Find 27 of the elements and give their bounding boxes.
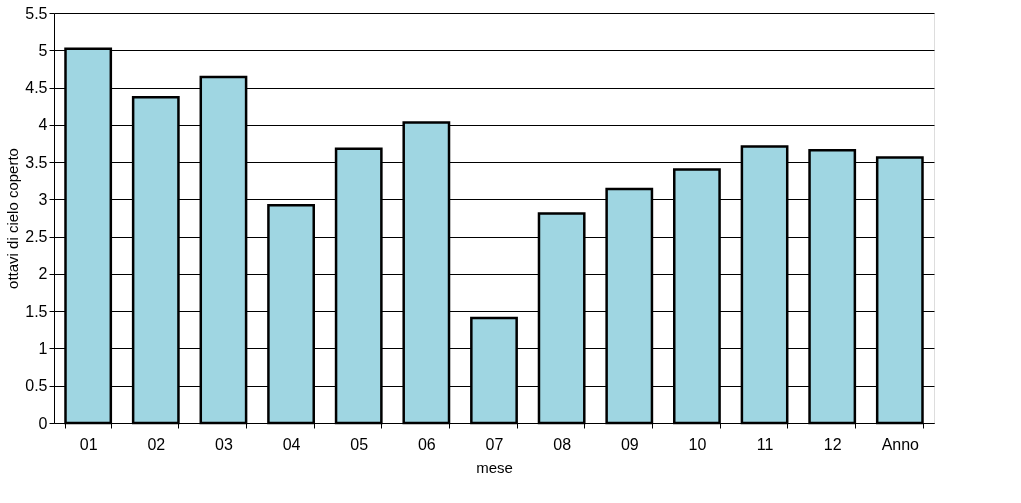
x-tick-label: 04 [282,435,301,453]
x-tick-label: 12 [823,435,842,453]
y-tick-label: 5.5 [25,4,48,22]
x-tick-label: 11 [756,435,774,453]
x-tick-label: 05 [350,435,369,453]
y-tick-label: 5 [38,41,48,59]
x-tick-label: 03 [215,435,233,453]
x-tick-label: Anno [881,435,920,453]
y-tick-label: 1 [38,339,48,357]
y-tick-label: 2 [38,265,48,283]
y-tick-label: 3.5 [25,153,48,171]
y-tick-label: 3 [38,190,48,208]
y-axis-title: ottavi di cielo coperto [4,148,22,289]
x-tick-label: 09 [620,435,639,453]
x-tick-label: 02 [147,435,166,453]
x-tick-label: 10 [688,435,707,453]
y-tick-label: 2.5 [25,228,48,246]
y-tick-label: 1.5 [25,302,48,320]
x-tick-label: 01 [79,435,98,453]
y-tick-label: 4 [38,116,48,134]
y-tick-label: 0 [38,414,48,432]
x-tick-label: 07 [485,435,504,453]
y-tick-label: 0.5 [25,377,48,395]
x-tick-label: 06 [417,435,436,453]
x-axis-title: mese [476,458,513,476]
y-tick-label: 4.5 [25,79,48,97]
x-tick-label: 08 [553,435,572,453]
